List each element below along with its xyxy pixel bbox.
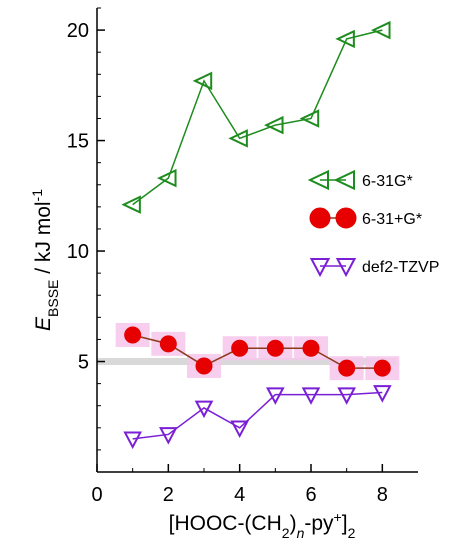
- legend-marker: [335, 258, 357, 278]
- legend-marker: [333, 169, 355, 191]
- legend-item-2: 6-31+G*: [309, 207, 422, 229]
- x-tick-label: 8: [377, 484, 388, 506]
- series-3-point: [159, 427, 178, 445]
- series-1-point: [335, 29, 355, 49]
- y-tick-label: 20: [67, 20, 89, 42]
- series-1-point: [370, 20, 391, 40]
- series-1-line: [132, 29, 383, 206]
- series-3-point: [194, 400, 214, 419]
- series-3-point: [373, 385, 392, 403]
- series-2-point: [302, 339, 320, 357]
- series-2: [115, 323, 400, 381]
- y-axis-label: EBSSE / kJ mol-1: [29, 189, 61, 331]
- legend-marker: [335, 207, 357, 229]
- series-2-point: [266, 339, 284, 357]
- legend-marker: [307, 169, 329, 191]
- legend-label: 6-31+G*: [362, 211, 422, 228]
- legend-label: def2-TZVP: [362, 259, 439, 276]
- series-1-point: [156, 168, 177, 188]
- y-tick-label: 5: [78, 352, 89, 374]
- series-2-point: [373, 359, 391, 377]
- legend-label: 6-31G*: [362, 173, 413, 190]
- legend-marker: [309, 207, 331, 229]
- series-3-point: [123, 431, 142, 450]
- series-2-point: [124, 326, 142, 344]
- x-axis-label: [HOOC-(CH2)n-py+]2: [169, 509, 356, 541]
- y-tick-label: 15: [67, 131, 89, 153]
- x-tick-label: 2: [163, 484, 174, 506]
- series-3-point: [301, 387, 321, 405]
- series-3-point: [230, 420, 249, 439]
- series-2-point: [159, 335, 177, 353]
- series-2-point: [195, 357, 213, 375]
- x-tick-label: 4: [234, 484, 245, 506]
- series-1: [121, 20, 391, 214]
- x-tick-label: 0: [91, 484, 102, 506]
- legend-item-3: def2-TZVP: [309, 258, 439, 278]
- legend-marker: [309, 258, 331, 278]
- series-2-point: [231, 339, 249, 357]
- series-1-point: [121, 195, 141, 214]
- series-3: [123, 385, 392, 450]
- series-3-point: [266, 387, 285, 405]
- series-2-point: [338, 359, 356, 377]
- series-1-point: [299, 109, 320, 128]
- series-1-point: [192, 71, 213, 91]
- x-tick-label: 6: [305, 484, 316, 506]
- y-tick-label: 10: [67, 241, 89, 263]
- legend-item-1: 6-31G*: [307, 169, 413, 191]
- series-1-point: [228, 129, 248, 148]
- series-1-point: [263, 115, 284, 135]
- series-3-point: [337, 387, 356, 405]
